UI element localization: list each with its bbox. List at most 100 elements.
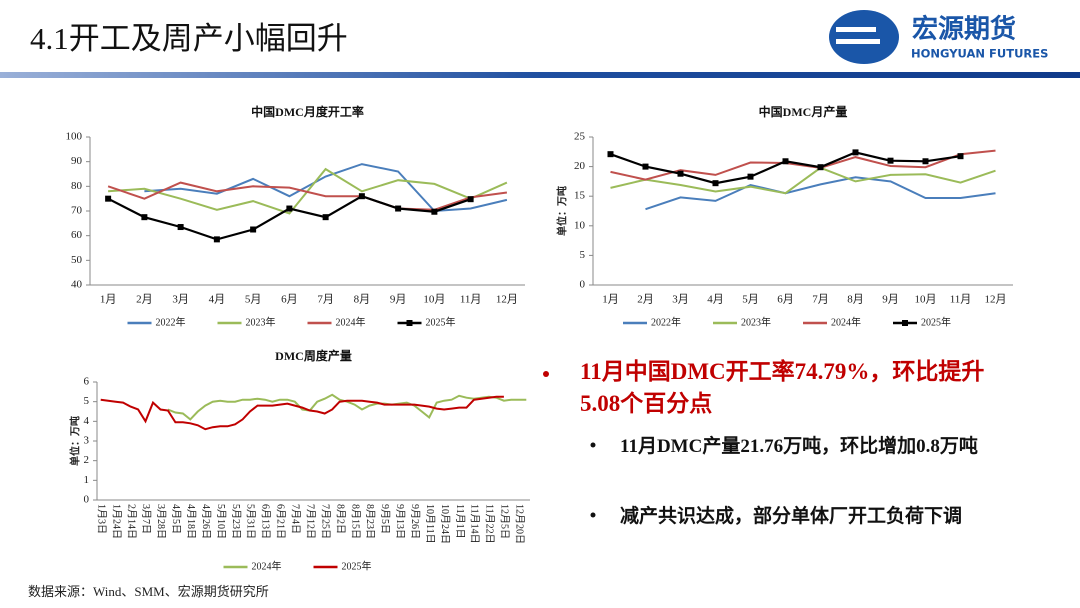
point-marker [852,149,859,156]
x-tick-label: 8月2日 [334,504,346,534]
x-tick-label: 2月14日 [125,504,137,539]
x-tick-label: 7月 [317,294,334,306]
x-tick-label: 6月21日 [275,504,287,539]
legend-label: 2023年 [246,315,276,328]
y-axis-label: 单位：万吨 [68,416,81,466]
x-tick-label: 10月11日 [424,504,436,544]
bullet-dot [543,371,549,377]
x-tick-label: 5月10日 [215,504,227,539]
y-tick-label: 50 [71,254,83,266]
y-tick-label: 100 [66,131,83,143]
x-tick-label: 5月 [742,294,759,306]
logo-en: HONGYUAN FUTURES [911,47,1048,61]
y-tick-label: 60 [71,229,83,241]
series-line [610,151,961,185]
chart-title: 中国DMC月度开工率 [251,104,364,119]
x-tick-label: 2月 [637,294,654,306]
y-tick-label: 3 [84,435,90,447]
x-tick-label: 8月 [354,294,371,306]
x-tick-label: 4月26日 [200,504,212,539]
legend-label: 2025年 [921,315,951,328]
x-tick-label: 12月5日 [499,504,511,539]
sub-bullet: 11月DMC产量21.76万吨，环比增加0.8万吨 [620,436,978,457]
x-tick-label: 10月24日 [439,504,451,544]
x-tick-label: 3月28日 [155,504,167,539]
x-tick-label: 4月 [707,294,724,306]
header-bar [0,72,1080,78]
x-tick-label: 6月13日 [260,504,272,539]
series-line [645,176,996,211]
series-line [107,181,508,211]
x-tick-label: 9月5日 [379,504,391,534]
legend-label: 2025年 [342,559,372,572]
slide-title: 4.1开工及周产小幅回升 [30,21,348,56]
y-tick-label: 0 [580,279,586,291]
point-marker [957,153,964,160]
legend-marker [902,320,908,326]
source: 数据来源：Wind、SMM、宏源期货研究所 [28,584,269,599]
x-tick-label: 7月4日 [290,504,302,534]
y-tick-label: 70 [71,205,83,217]
x-tick-label: 2月 [136,294,153,306]
y-tick-label: 20 [574,160,586,172]
y-tick-label: 6 [84,376,90,388]
point-marker [817,164,824,171]
series-line [167,393,527,421]
x-tick-label: 3月 [172,294,189,306]
x-tick-label: 1月3日 [95,504,107,534]
x-tick-label: 12月 [496,294,518,306]
logo-cn: 宏源期货 [912,14,1016,45]
x-tick-label: 11月 [460,294,482,306]
x-tick-label: 10月 [423,294,445,306]
x-tick-label: 1月 [100,294,117,306]
x-tick-label: 1月 [602,294,619,306]
sub-bullet: 减产共识达成，部分单体厂开工负荷下调 [620,506,963,527]
point-marker [105,195,112,202]
x-tick-label: 8月 [847,294,864,306]
x-tick-label: 8月23日 [364,504,376,539]
y-tick-label: 4 [84,415,90,427]
x-tick-label: 11月22日 [484,504,496,544]
point-marker [141,214,148,221]
point-marker [677,170,684,177]
legend-label: 2024年 [252,559,282,572]
bullet-dot [590,512,596,518]
series-line [610,166,996,195]
y-tick-label: 1 [84,474,90,486]
legend-label: 2023年 [741,315,771,328]
point-marker [712,180,719,187]
point-marker [395,205,402,212]
main-bullet: 11月中国DMC开工率74.79%，环比提升5.08个百分点 [580,359,985,416]
point-marker [358,193,365,200]
x-tick-label: 6月 [777,294,794,306]
x-tick-label: 4月18日 [185,504,197,539]
y-tick-label: 10 [574,219,586,231]
y-tick-label: 2 [84,454,90,466]
point-marker [467,196,474,203]
y-tick-label: 15 [574,190,586,202]
x-tick-label: 6月 [281,294,298,306]
x-tick-label: 3月 [672,294,689,306]
chart-title: DMC周度产量 [275,348,352,363]
x-tick-label: 12月20日 [514,504,526,544]
point-marker [286,205,293,212]
legend-label: 2022年 [156,315,186,328]
y-tick-label: 0 [84,494,90,506]
point-marker [431,208,438,215]
point-marker [747,173,754,180]
x-tick-label: 1月24日 [110,504,122,539]
legend-label: 2025年 [426,315,456,328]
x-tick-label: 7月12日 [304,504,316,539]
x-tick-label: 3月7日 [140,504,152,534]
point-marker [213,236,220,243]
point-marker [782,158,789,165]
x-tick-label: 4月 [209,294,226,306]
chart-title: 中国DMC月产量 [759,104,848,119]
point-marker [250,226,257,233]
x-tick-label: 11月14日 [469,504,481,544]
legend-label: 2022年 [651,315,681,328]
x-tick-label: 7月 [812,294,829,306]
point-marker [322,214,329,221]
point-marker [887,157,894,164]
